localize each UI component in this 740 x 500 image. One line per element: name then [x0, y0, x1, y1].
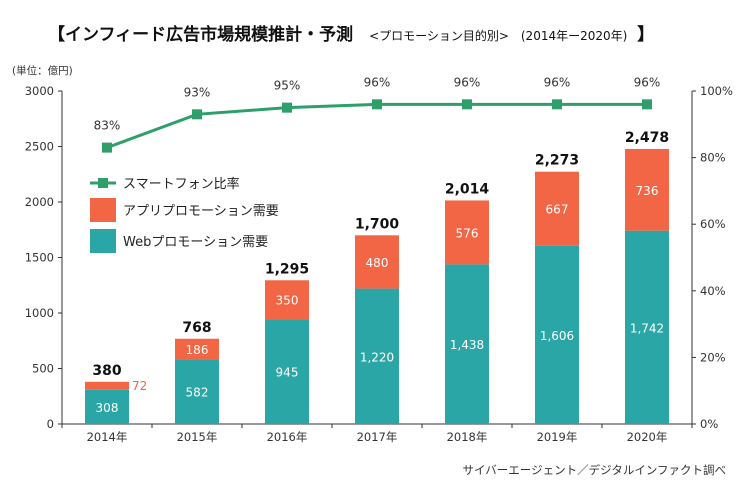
y-right-tick-label: 80% [700, 151, 726, 165]
source-note: サイバーエージェント／デジタルインファクト調べ [463, 463, 726, 477]
line-point-label: 96% [454, 75, 481, 89]
y-right-tick-label: 40% [700, 284, 726, 298]
bars: 308 72 380 582 186 768 945 350 1,295 1,220 480 1,70… [85, 130, 669, 424]
bar-web [265, 319, 309, 424]
bar-total-label: 2,478 [625, 130, 669, 146]
line-point [372, 99, 382, 110]
bar-total-label: 380 [92, 363, 121, 379]
bar-web [625, 230, 669, 424]
bar-total-label: 2,273 [535, 153, 579, 169]
chart-title: 【インフィード広告市場規模推計・予測 <プロモーション目的別> (2014年ー2… [48, 24, 654, 45]
bar-web [85, 389, 129, 424]
x-tick-label: 2014年 [87, 430, 128, 444]
legend-web-swatch [90, 229, 116, 253]
bar-app-label: 350 [276, 294, 299, 308]
legend-line-marker [98, 178, 108, 188]
y-left-tick-label: 2000 [25, 195, 54, 209]
bar-web-label: 945 [276, 366, 299, 380]
line-point-label: 93% [184, 85, 211, 99]
bar-total-label: 1,295 [265, 261, 309, 277]
x-tick-label: 2015年 [177, 430, 218, 444]
chart-period: (2014年ー2020年) [521, 29, 627, 43]
bar-app [85, 381, 129, 390]
bar-app-label: 186 [186, 343, 209, 357]
x-tick-label: 2020年 [627, 430, 668, 444]
y-left-tick-label: 2500 [25, 140, 54, 154]
bar-web-label: 308 [96, 401, 119, 415]
bar-web [535, 245, 579, 424]
bar-total-label: 768 [182, 320, 211, 336]
line-point [192, 109, 202, 120]
chart-subtitle: <プロモーション目的別> [369, 28, 509, 43]
legend-app-label: アプリプロモーション需要 [123, 204, 279, 219]
y-left-tick-label: 3000 [25, 84, 54, 98]
line-point-label: 83% [94, 119, 121, 133]
bar-web-label: 1,220 [360, 350, 394, 364]
y-right-tick-label: 20% [700, 350, 726, 364]
line-point-label: 95% [274, 79, 301, 93]
y-right-tick-label: 0% [700, 417, 718, 431]
line-smartphone-ratio [106, 102, 647, 150]
line-point-label: 96% [544, 75, 571, 89]
y-left-tick-label: 1000 [25, 306, 54, 320]
bar-app [625, 148, 669, 231]
bar-total-label: 2,014 [445, 181, 490, 197]
bar-app [445, 200, 489, 265]
y-right-tick-label: 60% [700, 217, 726, 231]
bar-app-label: 480 [366, 256, 389, 270]
y-left-tick-label: 1500 [25, 251, 54, 265]
line-point [462, 99, 472, 110]
x-tick-label: 2019年 [537, 430, 578, 444]
bar-web-label: 1,742 [630, 321, 664, 335]
x-tick-label: 2018年 [447, 430, 488, 444]
axes: 0 500 1000 1500 2000 2500 3000 0% 20% 40% 60% 80% 10… [25, 84, 733, 444]
bar-web [445, 264, 489, 424]
legend-line-label: スマートフォン比率 [123, 176, 240, 192]
legend-app-swatch [90, 198, 116, 222]
bar-app [175, 338, 219, 360]
bar-app-label: 72 [132, 379, 147, 393]
bar-web-label: 582 [186, 386, 209, 400]
line-point-label: 96% [364, 75, 391, 89]
bar-total-label: 1,700 [355, 216, 400, 232]
chart-title-main: 【インフィード広告市場規模推計・予測 [48, 24, 353, 45]
line-point [102, 142, 112, 153]
line-layer: 83% 93% 95% 96% 96% 96% 96% [94, 75, 661, 153]
chart-title-close: 】 [637, 24, 654, 45]
line-point [642, 99, 652, 110]
line-point [282, 102, 292, 113]
y-left-tick-label: 0 [47, 417, 54, 431]
x-tick-label: 2017年 [357, 430, 398, 444]
bar-web [355, 288, 399, 424]
bar-app [535, 171, 579, 246]
x-tick-label: 2016年 [267, 430, 308, 444]
bar-web [175, 359, 219, 424]
y-right-tick-label: 100% [700, 84, 733, 98]
y-left-tick-label: 500 [32, 362, 54, 376]
legend-web-label: Webプロモーション需要 [123, 235, 268, 250]
bar-web-label: 1,438 [450, 338, 484, 352]
line-point [552, 99, 562, 110]
bar-app [355, 235, 399, 289]
line-point-label: 96% [634, 75, 661, 89]
bar-app-label: 736 [636, 184, 659, 198]
unit-label: (単位：億円) [12, 64, 73, 77]
bar-app-label: 667 [546, 203, 569, 217]
bar-app [265, 280, 309, 320]
bar-web-label: 1,606 [540, 329, 574, 343]
bar-app-label: 576 [456, 226, 479, 240]
